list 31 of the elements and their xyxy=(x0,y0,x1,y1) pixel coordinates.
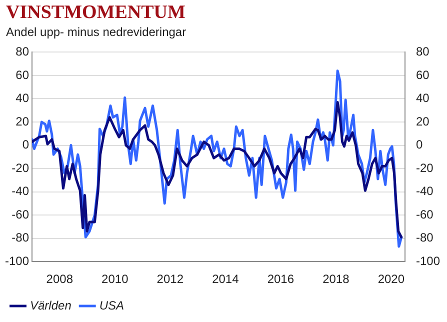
y2-tick-label: 0 xyxy=(416,138,423,152)
y2-tick-label: -20 xyxy=(416,160,434,175)
y-tick-label: 0 xyxy=(22,138,30,152)
x-tick-label: 2020 xyxy=(378,272,405,286)
y2-tick-label: -40 xyxy=(416,184,434,198)
x-tick-label: 2010 xyxy=(102,272,129,286)
chart-title: VINSTMOMENTUM xyxy=(6,2,186,24)
x-tick-label: 2008 xyxy=(46,272,74,286)
chart-subtitle: Andel upp- minus nedrevideringar xyxy=(6,25,186,39)
y2-tick-label: 60 xyxy=(416,68,430,82)
legend-label: USA xyxy=(99,298,124,312)
y2-tick-label: 80 xyxy=(416,44,430,59)
y-tick-label: -100 xyxy=(4,254,30,268)
x-tick-label: 2018 xyxy=(322,272,350,286)
x-tick-label: 2016 xyxy=(267,272,294,286)
y-tick-label: -60 xyxy=(12,207,30,222)
y-tick-label: 20 xyxy=(16,114,30,128)
y-tick-label: -20 xyxy=(12,160,30,175)
y-tick-label: -40 xyxy=(12,184,30,198)
y2-tick-label: -100 xyxy=(416,254,440,268)
y2-tick-label: -60 xyxy=(416,207,434,222)
legend-label: Världen xyxy=(30,298,72,312)
y2-tick-label: 20 xyxy=(416,114,430,128)
x-tick-label: 2014 xyxy=(212,272,240,286)
y-tick-label: 40 xyxy=(16,91,30,106)
y2-tick-label: -80 xyxy=(416,230,434,245)
y-tick-label: 60 xyxy=(16,68,30,82)
x-tick-label: 2012 xyxy=(156,272,184,286)
y-tick-label: -80 xyxy=(12,230,30,245)
y-tick-label: 80 xyxy=(16,44,30,59)
y2-tick-label: 40 xyxy=(416,91,430,106)
